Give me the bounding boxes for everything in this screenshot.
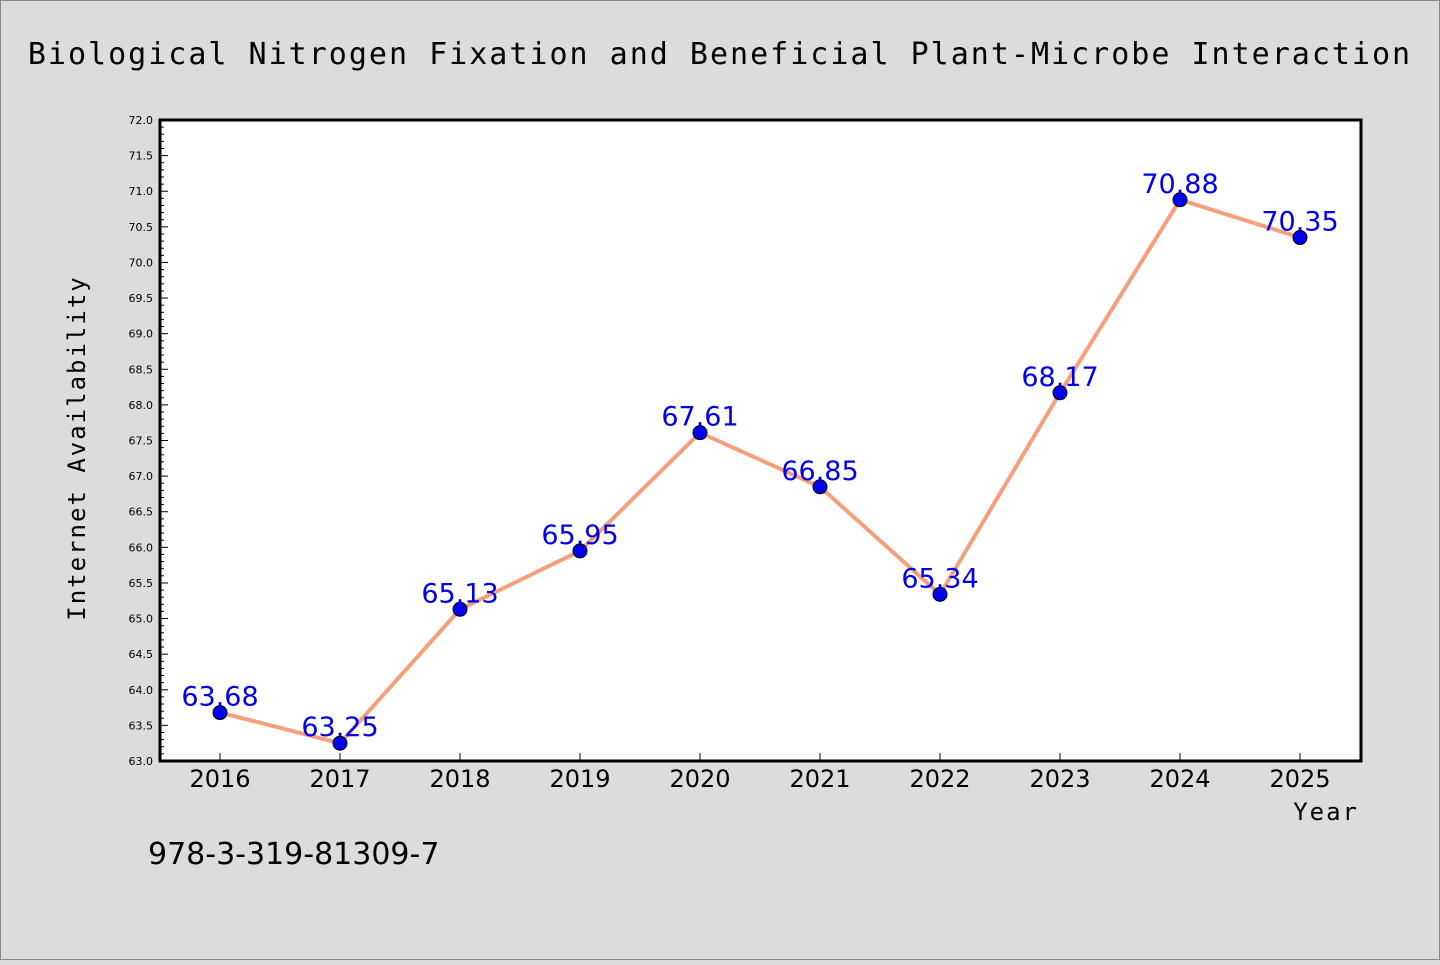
y-tick-label: 63.0 [129, 755, 154, 768]
y-tick-label: 71.5 [129, 150, 154, 163]
y-tick-label: 63.5 [129, 719, 154, 732]
chart-title: Biological Nitrogen Fixation and Benefic… [28, 37, 1412, 72]
y-tick-label: 70.0 [129, 256, 154, 269]
y-tick-label: 65.0 [129, 613, 154, 626]
data-label: 68.17 [1021, 362, 1098, 393]
x-tick-label: 2016 [189, 765, 250, 793]
y-tick-label: 67.5 [129, 435, 154, 448]
x-tick-label: 2021 [789, 765, 850, 793]
data-label: 65.13 [421, 578, 498, 609]
data-point [212, 705, 228, 721]
y-tick-label: 72.0 [129, 114, 154, 127]
data-point [692, 425, 708, 441]
y-axis-label: Internet Availability [63, 275, 91, 620]
x-tick-label: 2024 [1149, 765, 1210, 793]
x-tick-label: 2017 [309, 765, 370, 793]
y-tick-label: 66.5 [129, 506, 154, 519]
data-point [1172, 192, 1188, 208]
y-tick-label: 70.5 [129, 221, 154, 234]
data-point [812, 479, 828, 495]
y-tick-label: 68.5 [129, 363, 154, 376]
x-axis: 2016 2017 2018 2019 2020 2021 2022 2023 2024 2025 [189, 753, 1331, 793]
x-tick-label: 2025 [1269, 765, 1330, 793]
data-label: 67.61 [661, 402, 738, 433]
x-tick-label: 2018 [429, 765, 490, 793]
y-axis: 63.0 63.5 64.0 64.5 65.0 65.5 66.0 66.5 67.0 67.5… [129, 114, 168, 768]
y-tick-label: 69.5 [129, 292, 154, 305]
x-tick-label: 2022 [909, 765, 970, 793]
series-layer: 63.68 63.25 65.13 65.95 67.61 66.85 65.34 68.17… [181, 169, 1339, 751]
y-tick-label: 64.5 [129, 648, 154, 661]
data-label: 63.68 [181, 682, 258, 713]
y-tick-label: 67.0 [129, 470, 154, 483]
x-tick-label: 2019 [549, 765, 610, 793]
data-label: 65.34 [901, 563, 978, 594]
data-label: 66.85 [781, 456, 858, 487]
data-label: 70.35 [1261, 207, 1338, 238]
data-point [932, 586, 948, 602]
plot-area [158, 118, 1363, 763]
data-label: 70.88 [1141, 169, 1218, 200]
series-line [218, 197, 1302, 746]
y-tick-label: 68.0 [129, 399, 154, 412]
data-point [1052, 385, 1068, 401]
data-label: 65.95 [541, 520, 618, 551]
y-tick-label: 64.0 [129, 684, 154, 697]
y-tick-label: 65.5 [129, 577, 154, 590]
isbn-footer: 978-3-319-81309-7 [148, 837, 439, 872]
x-tick-label: 2023 [1029, 765, 1090, 793]
data-point [572, 543, 588, 559]
data-point [452, 601, 468, 617]
x-tick-label: 2020 [669, 765, 730, 793]
y-tick-label: 66.0 [129, 541, 154, 554]
y-tick-label: 69.0 [129, 328, 154, 341]
data-label: 63.25 [301, 712, 378, 743]
data-point [1292, 230, 1308, 246]
y-tick-label: 71.0 [129, 185, 154, 198]
x-axis-label: Year [1293, 798, 1359, 826]
data-point [332, 735, 348, 751]
